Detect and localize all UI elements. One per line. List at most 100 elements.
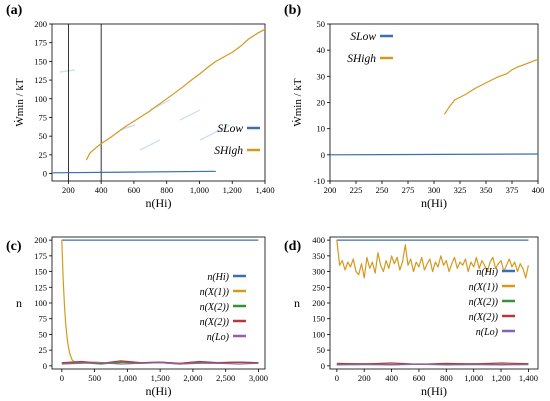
x-tick-label: 500 [88, 373, 101, 383]
series-line-orange [85, 28, 266, 161]
y-tick-label: 400 [312, 235, 325, 245]
legend-entry-label: n(Lo) [207, 332, 230, 343]
x-axis-label: n(Hi) [421, 384, 447, 398]
y-tick-label: 0 [43, 361, 47, 371]
y-tick-label: 150 [34, 56, 47, 66]
legend: SLow SHigh [214, 123, 260, 157]
y-tick-label: 100 [34, 298, 47, 308]
y-tick-label: 50 [317, 19, 326, 29]
legend: n(Hi) n(X(1)) n(X(2)) n(X(2)) n(Lo) [469, 267, 515, 338]
panel-label: (d) [284, 239, 301, 254]
panel-label: (b) [284, 3, 301, 18]
panel-d: (d) 0 200 400 600 800 1,000 1,200 1,400 0 50 100 150… [284, 235, 539, 398]
x-tick-label: 325 [454, 185, 467, 195]
y-tick-label: 20 [317, 98, 326, 108]
y-tick-label: 75 [39, 112, 48, 122]
x-tick-label: 1,000 [118, 373, 137, 383]
x-tick-label: 1,400 [519, 373, 538, 383]
y-axis-label: n [294, 296, 300, 310]
x-tick-label: 0 [60, 373, 64, 383]
x-tick-label: 225 [350, 185, 363, 195]
panel-a: (a) 200 400 600 800 1,000 1,200 1,400 0 25 50 75 100… [6, 3, 275, 210]
legend-entry-label: n(X(1)) [469, 282, 499, 293]
x-tick-label: 600 [413, 373, 426, 383]
legend-entry-label: SLow [350, 31, 376, 43]
background-dash [199, 124, 231, 141]
series-line-blue [51, 170, 216, 174]
x-tick-label: 1,000 [190, 185, 209, 195]
plot-frame [51, 23, 266, 182]
legend-entry-label: SHigh [214, 145, 243, 157]
x-tick-label: 300 [428, 185, 441, 195]
y-axis-label: Ẇmin / kT [292, 78, 304, 127]
x-axis-label: n(Hi) [146, 384, 172, 398]
x-tick-label: 200 [324, 185, 337, 195]
plot-frame [51, 236, 266, 370]
y-tick-label: 25 [39, 345, 48, 355]
y-tick-label: 150 [312, 314, 325, 324]
y-tick-label: 50 [317, 345, 326, 355]
legend-entry-label: n(Lo) [476, 327, 499, 338]
series-line-blue [329, 153, 539, 156]
x-tick-label: 400 [532, 185, 545, 195]
y-tick-label: 30 [317, 71, 326, 81]
x-tick-label: 2,500 [216, 373, 235, 383]
series-line-purple [61, 362, 259, 365]
x-tick-label: 1,200 [223, 185, 242, 195]
y-tick-label: 75 [39, 314, 48, 324]
x-tick-label: 600 [128, 185, 141, 195]
background-dash [59, 69, 76, 73]
legend-entry-label: n(X(2)) [469, 297, 499, 308]
x-tick-label: 0 [335, 373, 339, 383]
legend-entry-label: n(X(2)) [200, 302, 230, 313]
y-tick-label: 100 [34, 94, 47, 104]
x-tick-label: 350 [480, 185, 493, 195]
x-tick-label: 1,500 [151, 373, 170, 383]
y-tick-label: 125 [34, 282, 47, 292]
y-tick-label: 200 [34, 19, 47, 29]
series-line-orange [336, 240, 529, 279]
x-tick-label: 1,200 [491, 373, 510, 383]
x-tick-label: 375 [506, 185, 519, 195]
panel-label: (a) [6, 3, 23, 18]
y-tick-label: 0 [321, 150, 325, 160]
y-tick-label: 200 [312, 298, 325, 308]
legend-entry-label: SHigh [347, 53, 376, 65]
series-line-purple [336, 363, 529, 366]
plot-frame [329, 236, 539, 370]
plot-frame [329, 23, 539, 182]
series-line-orange [443, 58, 539, 115]
x-tick-label: 200 [62, 185, 75, 195]
x-tick-label: 275 [402, 185, 415, 195]
y-tick-label: -10 [314, 176, 325, 186]
legend-entry-label: n(X(2)) [200, 317, 230, 328]
x-tick-label: 400 [95, 185, 108, 195]
x-tick-label: 200 [358, 373, 371, 383]
y-tick-label: 100 [312, 329, 325, 339]
x-tick-label: 800 [440, 373, 453, 383]
x-axis-label: n(Hi) [146, 196, 172, 210]
panel-b: (b) 200 225 250 275 300 325 350 375 400 -10 0 10 20 30… [284, 3, 544, 210]
panel-label: (c) [6, 239, 22, 254]
series-line-red [336, 362, 529, 365]
y-tick-label: 175 [34, 38, 47, 48]
y-tick-label: 175 [34, 251, 47, 261]
y-tick-label: 0 [43, 169, 47, 179]
x-tick-label: 1,000 [464, 373, 483, 383]
y-tick-label: 300 [312, 267, 325, 277]
panel-c: (c) 0 500 1,000 1,500 2,000 2,500 3,000 0 25 50 75 1… [6, 235, 268, 398]
y-tick-label: 150 [34, 267, 47, 277]
y-axis-label: Ẇmin / kT [14, 78, 26, 127]
y-tick-label: 50 [39, 131, 48, 141]
background-dashes [59, 69, 231, 151]
y-tick-label: 0 [321, 361, 325, 371]
legend: n(Hi) n(X(1)) n(X(2)) n(X(2)) n(Lo) [200, 272, 246, 343]
y-tick-label: 350 [312, 251, 325, 261]
x-tick-label: 1,400 [255, 185, 274, 195]
y-tick-label: 50 [39, 329, 48, 339]
y-tick-label: 125 [34, 75, 47, 85]
x-axis-label: n(Hi) [421, 196, 447, 210]
legend-entry-label: SLow [217, 123, 243, 135]
x-tick-label: 2,000 [183, 373, 202, 383]
y-axis-label: n [16, 296, 22, 310]
